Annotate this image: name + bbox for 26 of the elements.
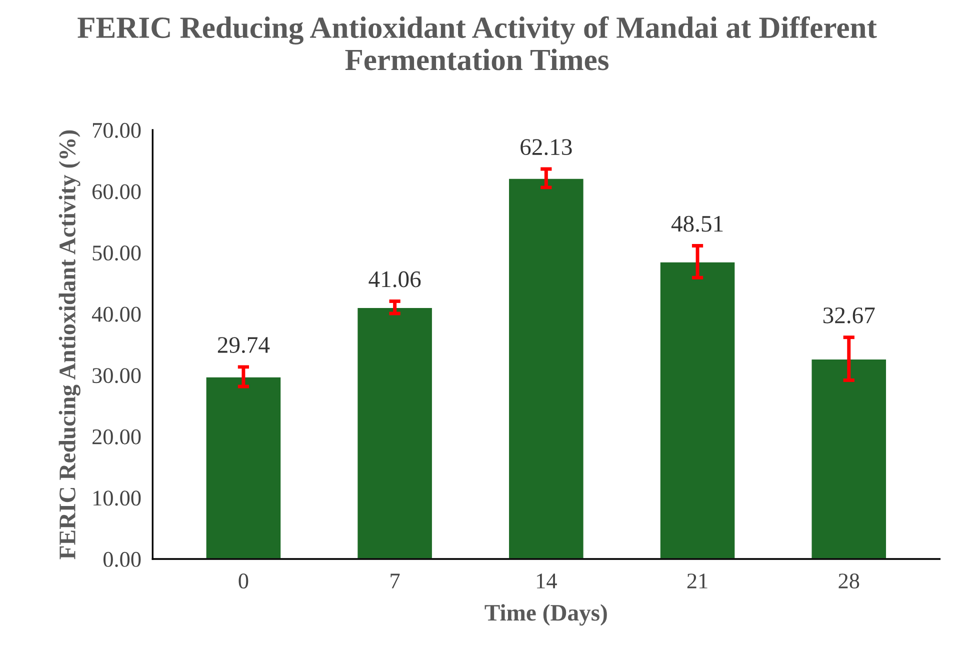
y-tick-label: 70.00 xyxy=(92,122,141,138)
chart-title: FERIC Reducing Antioxidant Activity of Mandai at Different Fermentation Times xyxy=(78,16,877,70)
x-tick-label: 0 xyxy=(238,574,248,589)
y-axis-title: FERIC Reducing Antioxidant Activity (%) xyxy=(58,130,80,560)
data-label: 41.06 xyxy=(368,271,421,288)
bar xyxy=(356,306,434,559)
bar xyxy=(204,376,282,559)
bar xyxy=(508,178,585,559)
data-label: 32.67 xyxy=(823,307,875,324)
y-tick-label: 40.00 xyxy=(92,306,141,322)
data-label: 48.51 xyxy=(671,216,723,232)
y-tick-label: 60.00 xyxy=(92,184,141,200)
x-tick-label: 14 xyxy=(537,574,557,588)
data-label: 62.13 xyxy=(520,139,572,156)
y-tick-label: 0.00 xyxy=(103,552,141,568)
bar xyxy=(810,358,888,559)
y-tick-label: 30.00 xyxy=(92,368,141,384)
bar xyxy=(658,261,736,559)
x-tick-label: 28 xyxy=(838,574,860,589)
x-tick-label: 21 xyxy=(687,574,708,588)
data-label: 29.74 xyxy=(218,337,270,354)
y-tick-label: 50.00 xyxy=(92,246,141,261)
y-tick-label: 20.00 xyxy=(92,429,141,444)
x-tick-label: 7 xyxy=(390,574,400,588)
y-tick-label: 10.00 xyxy=(93,490,141,506)
x-axis-title: Time (Days) xyxy=(484,604,607,626)
